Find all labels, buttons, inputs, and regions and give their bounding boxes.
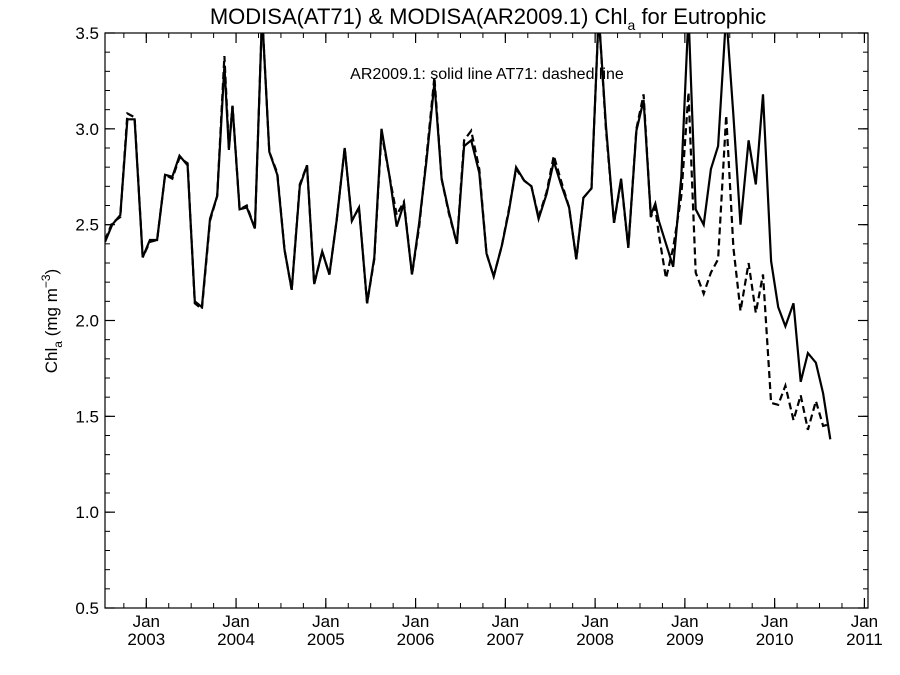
x-tick-month-label: Jan	[851, 612, 878, 631]
chart-title: MODISA(AT71) & MODISA(AR2009.1) Chla for…	[210, 4, 766, 33]
x-tick-month-label: Jan	[222, 612, 249, 631]
x-tick-year-label: 2005	[307, 630, 345, 649]
y-tick-label: 3.0	[75, 120, 99, 139]
y-tick-label: 1.5	[75, 407, 99, 426]
legend-annotation: AR2009.1: solid line AT71: dashed line	[350, 66, 624, 83]
series-line-ar2009-1	[105, 33, 832, 440]
y-tick-label: 0.5	[75, 599, 99, 618]
y-tick-label: 1.0	[75, 503, 99, 522]
y-tick-label: 2.0	[75, 312, 99, 331]
x-tick-month-label: Jan	[312, 612, 339, 631]
x-tick-year-label: 2010	[756, 630, 794, 649]
x-tick-year-label: 2007	[486, 630, 524, 649]
x-tick-year-label: 2004	[217, 630, 255, 649]
x-tick-month-label: Jan	[492, 612, 519, 631]
x-tick-month-label: Jan	[761, 612, 788, 631]
x-tick-month-label: Jan	[402, 612, 429, 631]
x-tick-month-label: Jan	[671, 612, 698, 631]
x-tick-year-label: 2008	[576, 630, 614, 649]
y-tick-label: 3.5	[75, 24, 99, 43]
plot-area: 0.51.01.52.02.53.03.5Jan2003Jan2004Jan20…	[75, 24, 883, 649]
x-tick-year-label: 2003	[127, 630, 165, 649]
x-tick-month-label: Jan	[581, 612, 608, 631]
plot-frame	[104, 32, 869, 609]
x-tick-month-label: Jan	[133, 612, 160, 631]
x-tick-year-label: 2011	[846, 630, 883, 649]
series-line-at71	[105, 33, 831, 431]
y-tick-label: 2.5	[75, 216, 99, 235]
x-tick-year-label: 2009	[666, 630, 704, 649]
x-tick-year-label: 2006	[397, 630, 435, 649]
y-axis-label: Chla (mg m−3)	[39, 269, 65, 373]
